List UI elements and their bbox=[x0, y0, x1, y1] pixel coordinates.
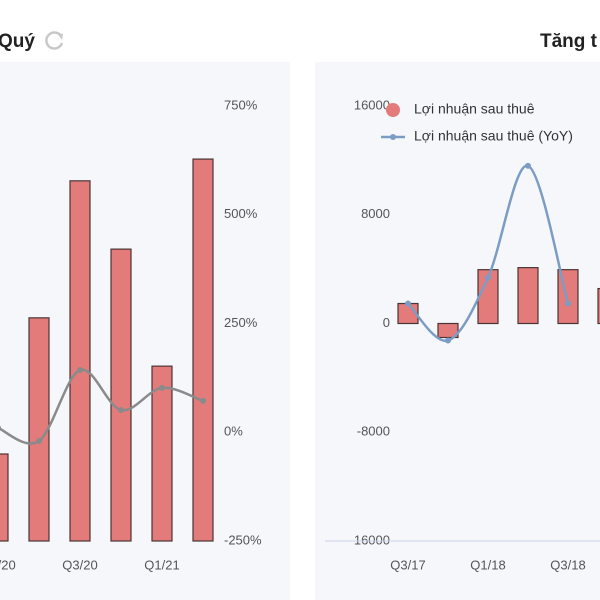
bar bbox=[192, 158, 214, 542]
point bbox=[565, 300, 571, 307]
bar bbox=[151, 365, 173, 542]
y-tick-label: -16000 bbox=[350, 532, 390, 547]
y-tick-label: 16000 bbox=[354, 97, 390, 112]
x-tick-label: Q1/21 bbox=[144, 557, 179, 572]
chart-title: Quý bbox=[0, 31, 35, 52]
point bbox=[485, 274, 491, 281]
y-tick-label: 750% bbox=[224, 97, 258, 112]
y-tick-label: -8000 bbox=[357, 424, 390, 439]
x-tick-label: Q3/20 bbox=[62, 557, 97, 572]
bar bbox=[28, 317, 50, 542]
point bbox=[159, 384, 165, 391]
y-tick-label: 0% bbox=[224, 424, 243, 439]
point bbox=[0, 425, 1, 431]
x-tick-label: Q3/18 bbox=[550, 557, 585, 572]
point bbox=[77, 367, 83, 374]
line bbox=[407, 164, 570, 342]
bar bbox=[0, 453, 9, 542]
point bbox=[200, 397, 206, 404]
y-tick-label: 8000 bbox=[361, 206, 390, 221]
bar bbox=[517, 267, 539, 325]
y-tick-label: 250% bbox=[224, 315, 258, 330]
chart-title: Tăng t bbox=[540, 31, 598, 52]
y-tick-label: 0 bbox=[383, 315, 390, 330]
legend-label: Lợi nhuận sau thuê (YoY) bbox=[414, 128, 573, 144]
bar bbox=[597, 287, 600, 325]
x-tick-label: Q1/20 bbox=[0, 557, 16, 572]
legend-swatch bbox=[390, 134, 396, 140]
legend-swatch bbox=[386, 103, 400, 117]
bar bbox=[110, 248, 132, 542]
point bbox=[118, 407, 124, 414]
point bbox=[445, 337, 451, 344]
refresh-icon[interactable] bbox=[45, 31, 64, 50]
bar bbox=[69, 180, 91, 542]
legend-label: Lợi nhuận sau thuê bbox=[414, 101, 535, 117]
y-tick-label: -250% bbox=[224, 532, 262, 547]
x-tick-label: Q1/18 bbox=[470, 557, 505, 572]
y-tick-label: 500% bbox=[224, 206, 258, 221]
point bbox=[36, 437, 42, 444]
x-tick-label: Q3/17 bbox=[390, 557, 425, 572]
point bbox=[405, 300, 411, 307]
point bbox=[525, 162, 531, 169]
